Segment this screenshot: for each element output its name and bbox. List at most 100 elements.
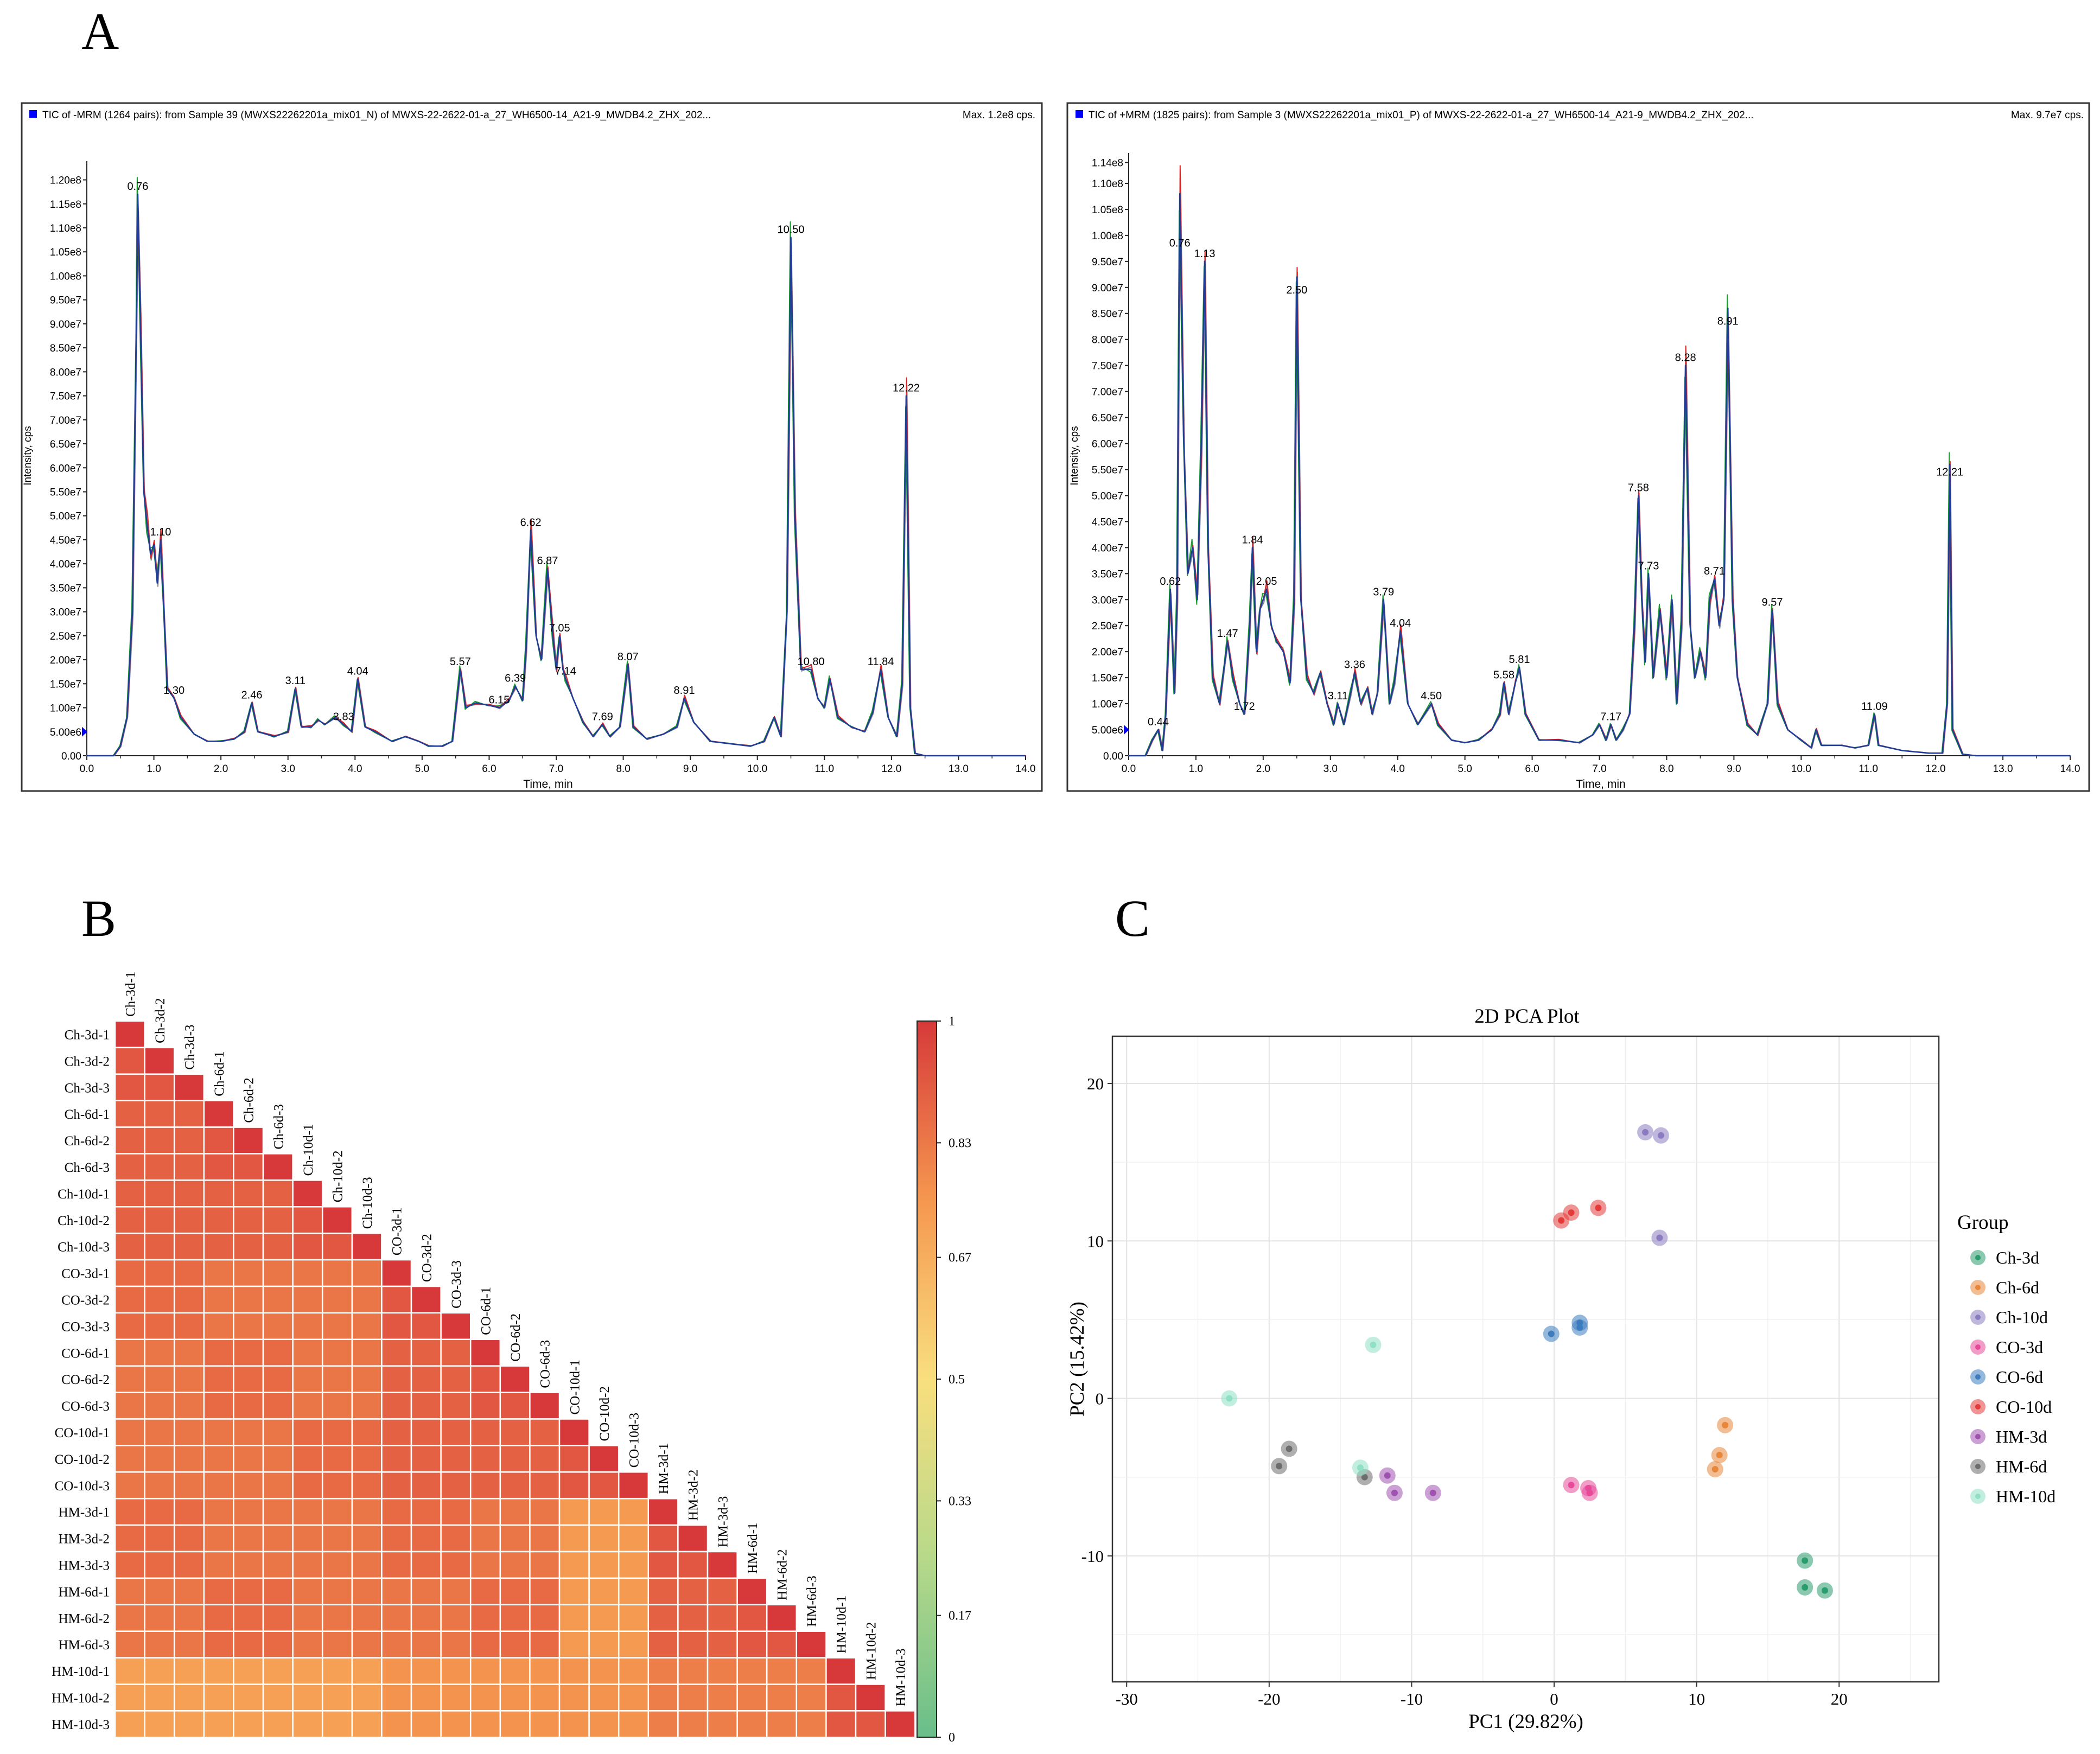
legend-label: Ch-3d (1996, 1248, 2039, 1267)
peak-label: 7.05 (549, 622, 570, 634)
y-tick-label: 7.00e7 (50, 415, 81, 426)
pca-point-core (1384, 1472, 1391, 1479)
x-tick-label: 12.0 (1926, 763, 1946, 775)
heatmap-cell (233, 1338, 264, 1367)
peak-label: 7.17 (1600, 711, 1621, 723)
heatmap-cell (529, 1630, 561, 1659)
heatmap-cell (558, 1524, 590, 1553)
heatmap-column-label: CO-3d-2 (419, 1234, 434, 1282)
pca-y-tick-label: -10 (1081, 1547, 1104, 1566)
peak-label: 2.46 (241, 690, 263, 701)
heatmap-column-label: Ch-10d-3 (360, 1177, 375, 1229)
heatmap-cell (736, 1577, 768, 1606)
y-tick-label: 5.00e6 (1092, 725, 1123, 736)
heatmap-cell (469, 1524, 501, 1553)
heatmap-cell (233, 1630, 264, 1659)
pca-point-core (1286, 1445, 1293, 1452)
heatmap-column-label: HM-3d-1 (657, 1443, 671, 1494)
heatmap-cell (114, 1604, 145, 1632)
panel-label-b: B (81, 889, 116, 947)
pca-y-tick-label: 10 (1087, 1232, 1104, 1251)
peak-label: 3.79 (1373, 586, 1394, 598)
heatmap-cell (262, 1604, 294, 1632)
heatmap-cell (292, 1630, 323, 1659)
heatmap-row-label: CO-10d-1 (55, 1426, 110, 1440)
pca-point-ch-3d (1816, 1582, 1833, 1599)
heatmap-cell (203, 1683, 234, 1712)
heatmap-cell (440, 1445, 472, 1473)
pca-point-core (1711, 1466, 1719, 1473)
heatmap-cell (351, 1657, 383, 1685)
peak-label: 6.62 (520, 516, 542, 528)
heatmap-cell (144, 1657, 175, 1685)
x-tick-label: 2.0 (1256, 763, 1270, 775)
heatmap-cell (558, 1471, 590, 1500)
peak-label: 1.30 (163, 685, 184, 697)
heatmap-cell (321, 1524, 353, 1553)
heatmap-cell (203, 1445, 234, 1473)
heatmap-cell (381, 1524, 412, 1553)
heatmap-row-label: Ch-10d-3 (58, 1240, 110, 1255)
heatmap-cell (529, 1392, 561, 1420)
heatmap-cell (351, 1497, 383, 1526)
y-tick-label: 1.50e7 (1092, 673, 1123, 684)
heatmap-cell (410, 1577, 442, 1606)
peak-label: 11.84 (868, 656, 894, 668)
peak-label: 3.11 (285, 675, 306, 687)
pca-point-core (1821, 1587, 1828, 1594)
heatmap-cell (262, 1153, 294, 1181)
colorbar (917, 1020, 937, 1738)
heatmap-cell (144, 1232, 175, 1261)
pca-point-core (1802, 1557, 1809, 1564)
heatmap-cell (381, 1551, 412, 1579)
heatmap-cell (381, 1418, 412, 1446)
legend-swatch-core (1975, 1344, 1981, 1350)
x-tick-label: 11.0 (814, 763, 834, 775)
legend-swatch-core (1975, 1464, 1981, 1469)
heatmap-column-label: CO-3d-1 (390, 1207, 405, 1255)
x-tick-label: 1.0 (147, 763, 161, 775)
heatmap-cell (203, 1338, 234, 1367)
heatmap-column-label: Ch-10d-2 (331, 1150, 346, 1202)
y-tick-label: 8.50e7 (50, 343, 81, 354)
heatmap-row-label: CO-3d-2 (61, 1293, 110, 1307)
heatmap-cell (529, 1657, 561, 1685)
heatmap-cell (292, 1524, 323, 1553)
heatmap-cell (262, 1232, 294, 1261)
pca-point-ch-3d (1797, 1552, 1813, 1569)
legend-label: CO-10d (1996, 1397, 2052, 1417)
heatmap-cell (469, 1630, 501, 1659)
heatmap-cell (410, 1630, 442, 1659)
colorbar-tick-label: 0 (949, 1731, 955, 1745)
heatmap-row-label: Ch-6d-2 (65, 1134, 110, 1149)
heatmap-cell (114, 1206, 145, 1234)
heatmap-row-label: Ch-3d-2 (65, 1054, 110, 1069)
pca-point-core (1586, 1489, 1593, 1496)
pca-point-core (1716, 1452, 1723, 1459)
y-tick-label: 8.00e7 (50, 367, 81, 378)
heatmap-cell (292, 1285, 323, 1314)
heatmap-cell (173, 1100, 205, 1128)
legend-swatch-core (1975, 1434, 1981, 1439)
heatmap-cell (677, 1604, 709, 1632)
pca-point-core (1595, 1204, 1602, 1211)
x-tick-label: 3.0 (1323, 763, 1338, 775)
pca-point-ch-6d (1707, 1461, 1723, 1478)
peak-label: 2.05 (1256, 576, 1277, 588)
heatmap-cell (173, 1312, 205, 1341)
y-tick-label: 1.00e7 (1092, 699, 1123, 710)
heatmap-cell (499, 1365, 531, 1393)
pca-xlabel: PC1 (29.82%) (1468, 1711, 1583, 1733)
peak-label: 12.21 (1936, 467, 1963, 479)
heatmap-cell (321, 1497, 353, 1526)
heatmap-cell (499, 1657, 531, 1685)
heatmap-cell (173, 1604, 205, 1632)
y-tick-label: 5.00e6 (50, 727, 81, 738)
peak-label: 10.50 (777, 224, 804, 236)
heatmap-cell (558, 1577, 590, 1606)
y-tick-label: 9.00e7 (1092, 283, 1123, 294)
heatmap-row-label: Ch-3d-1 (65, 1028, 110, 1042)
heatmap-row-label: HM-10d-3 (52, 1718, 110, 1732)
heatmap-cell (262, 1630, 294, 1659)
heatmap-cell (618, 1551, 650, 1579)
